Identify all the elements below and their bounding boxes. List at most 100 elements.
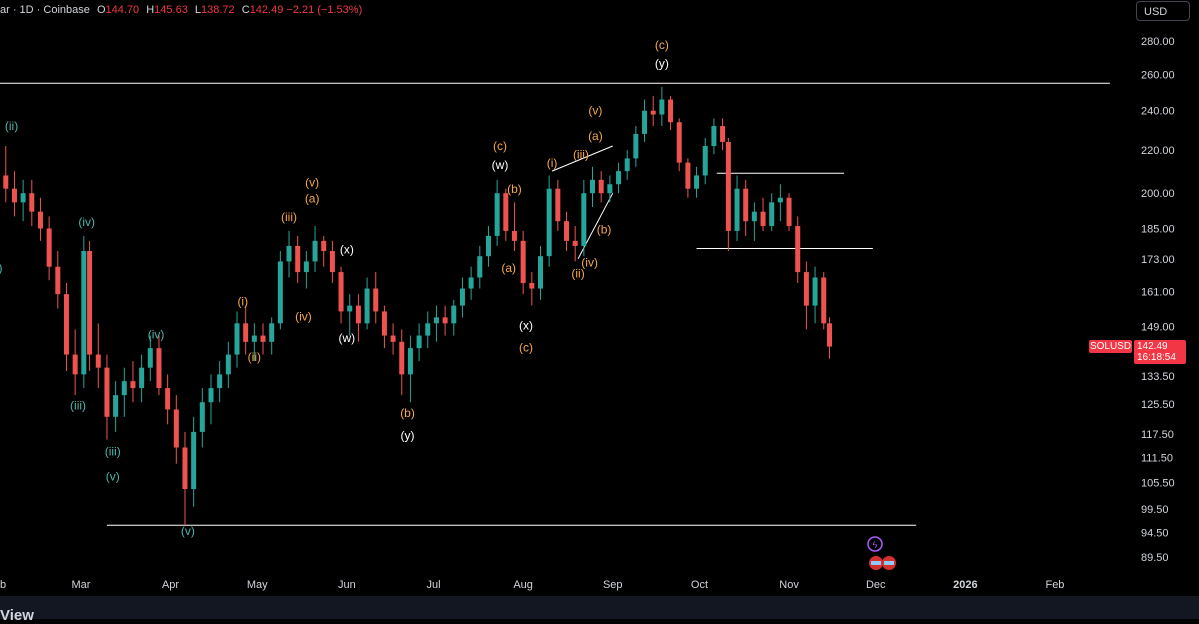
candle-body — [182, 447, 188, 490]
wave-label: (b) — [507, 182, 522, 196]
flash-event-glyph: ϟ — [873, 540, 878, 550]
time-tick-label: b — [0, 579, 6, 591]
price-tick-label: 111.50 — [1141, 453, 1173, 465]
last-price-tag: 142.49 16:18:54 — [1134, 339, 1186, 364]
candle-body — [751, 211, 757, 222]
wave-labels-layer: (ii)(i)(iv)(iii)(iii)(v)(iv)(v)(i)(ii)(i… — [0, 38, 669, 538]
price-chart[interactable]: (ii)(i)(iv)(iii)(iii)(v)(iv)(v)(i)(ii)(i… — [0, 0, 1199, 596]
price-tick-label: 200.00 — [1141, 188, 1175, 200]
time-tick-label: Oct — [691, 579, 708, 591]
legend-header[interactable]: ar · 1D · Coinbase O144.70 H145.63 L138.… — [0, 0, 362, 20]
low-label: L — [194, 4, 202, 16]
open-label: O — [96, 4, 106, 16]
candle-body — [260, 335, 266, 342]
candle-body — [104, 367, 110, 417]
candle-body — [416, 335, 422, 349]
candle-body — [11, 188, 17, 203]
candle-body — [668, 99, 674, 123]
candle-body — [225, 354, 231, 375]
time-tick-label: Jul — [427, 579, 441, 591]
wave-label: (b) — [597, 222, 612, 236]
time-tick-label: Feb — [1045, 579, 1064, 591]
candle-body — [676, 122, 682, 163]
candle-body — [303, 261, 309, 273]
wave-label: (v) — [305, 175, 319, 189]
candle-body — [130, 381, 136, 389]
candle-body — [743, 188, 749, 222]
candle-body — [113, 395, 119, 417]
candle-body — [760, 211, 766, 227]
candle-body — [598, 179, 604, 194]
price-axis[interactable]: 280.00 260.00 240.00 220.00 200.00 185.00 173.… — [1141, 36, 1175, 564]
candle-body — [338, 272, 344, 312]
wave-label: (c) — [493, 139, 507, 153]
candle-body — [295, 245, 301, 273]
candle-body — [390, 335, 396, 342]
candle-body — [95, 354, 101, 368]
currency-button[interactable]: USD — [1136, 1, 1190, 21]
price-tick-label: 89.50 — [1141, 552, 1169, 564]
symbol-price-tag: SOLUSD — [1089, 339, 1132, 353]
bar-countdown: 16:18:54 — [1137, 351, 1176, 363]
flash-event-icon[interactable] — [867, 536, 883, 552]
candle-body — [355, 305, 361, 324]
bottom-bar — [0, 596, 1199, 619]
candle-body — [624, 158, 630, 172]
candle-body — [147, 348, 153, 368]
candle-body — [373, 288, 379, 312]
candle-body — [720, 126, 726, 142]
candle-body — [217, 374, 223, 389]
wave-label: (y) — [655, 57, 669, 71]
time-tick-label: Sep — [603, 579, 623, 591]
price-tick-label: 99.50 — [1141, 504, 1169, 516]
candle-body — [37, 211, 43, 229]
time-tick-label: Mar — [71, 579, 90, 591]
candle-body — [364, 288, 370, 324]
candle-body — [321, 240, 327, 252]
candle-body — [702, 145, 708, 176]
candle-body — [347, 305, 353, 312]
close-label: C — [241, 4, 250, 16]
symbol-title[interactable]: ar · 1D · Coinbase — [0, 4, 90, 16]
candle-body — [468, 277, 474, 289]
close-value: 142.49 — [249, 4, 284, 16]
event-icons[interactable]: ϟ — [867, 536, 896, 570]
candle-body — [529, 282, 535, 289]
candle-body — [87, 251, 93, 355]
candle-body — [477, 256, 483, 278]
price-tick-label: 117.50 — [1141, 429, 1174, 441]
candle-body — [191, 431, 197, 490]
candle-body — [277, 261, 283, 324]
candle-body — [821, 277, 827, 324]
candle-body — [803, 272, 809, 306]
wave-label: (ii) — [571, 266, 584, 280]
high-value: 145.63 — [154, 4, 188, 16]
candle-body — [121, 381, 127, 396]
time-tick-label: Jun — [338, 579, 356, 591]
candle-body — [786, 197, 792, 227]
wave-label: (ii) — [5, 119, 18, 133]
candle-body — [795, 226, 801, 273]
price-tick-label: 94.50 — [1141, 527, 1169, 539]
candle-body — [46, 228, 52, 267]
time-axis[interactable]: b Mar Apr May Jun Jul Aug Sep Oct Nov Dec 2026 Feb — [0, 579, 1064, 591]
low-value: 138.72 — [201, 4, 235, 16]
price-tick-label: 133.50 — [1141, 371, 1175, 383]
candle-body — [642, 110, 648, 134]
candle-body — [381, 311, 387, 336]
candle-body — [269, 323, 275, 342]
price-tick-label: 105.50 — [1141, 478, 1175, 490]
wave-label: (c) — [519, 340, 533, 354]
wave-label: (a) — [305, 191, 320, 205]
candle-body — [555, 188, 561, 222]
candle-body — [81, 251, 87, 375]
wave-label: (ii) — [248, 350, 261, 364]
candle-body — [459, 288, 465, 306]
candle-body — [511, 230, 517, 241]
candle-body — [173, 409, 179, 448]
wave-label: (i) — [547, 156, 558, 170]
wave-label: (b) — [400, 406, 415, 420]
open-value: 144.70 — [105, 4, 140, 16]
candle-body — [777, 197, 783, 203]
brand-logo: View — [0, 607, 34, 624]
